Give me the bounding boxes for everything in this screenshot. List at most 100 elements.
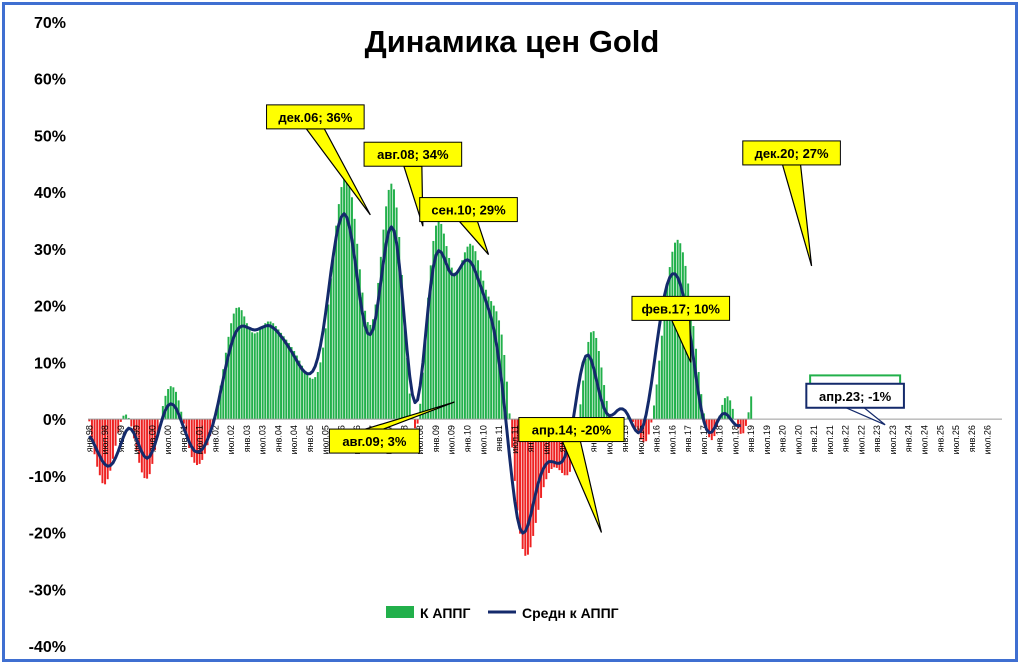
x-tick-label: июл.22 <box>856 425 866 454</box>
bar <box>251 332 254 420</box>
bar <box>206 419 209 446</box>
x-tick-label: янв.25 <box>935 425 945 452</box>
bar <box>458 267 461 420</box>
bar <box>721 404 724 420</box>
x-tick-label: янв.98 <box>84 425 94 452</box>
bar <box>353 218 356 420</box>
bar <box>542 419 545 488</box>
bar <box>140 419 143 473</box>
bar <box>744 419 747 426</box>
bar <box>371 319 374 420</box>
callout-box <box>742 140 841 166</box>
bar <box>293 351 296 420</box>
bar <box>456 272 458 420</box>
bar <box>663 310 666 420</box>
bar <box>98 419 101 476</box>
bar <box>547 419 550 473</box>
callout-box <box>419 197 518 223</box>
callout-label: дек.06; 36% <box>278 110 352 125</box>
bar <box>340 187 343 420</box>
bar <box>634 419 637 428</box>
bar <box>445 246 448 420</box>
bar <box>153 419 156 451</box>
bar <box>287 343 290 420</box>
callout-box <box>631 295 731 321</box>
bar <box>117 419 120 433</box>
bar <box>209 419 212 437</box>
x-tick-label: янв.10 <box>463 425 473 452</box>
bar <box>90 419 93 439</box>
bar <box>361 292 364 420</box>
bar <box>240 310 243 420</box>
x-tick-label: июл.08 <box>415 425 425 454</box>
bar <box>513 419 516 481</box>
bar <box>553 419 556 468</box>
x-tick-label: июл.00 <box>163 425 173 454</box>
bar <box>487 296 490 420</box>
x-tick-label: июл.20 <box>793 425 803 454</box>
bar <box>469 243 472 420</box>
bar <box>645 419 648 442</box>
bar <box>311 378 314 420</box>
bar <box>224 352 227 420</box>
x-tick-label: июл.04 <box>289 425 299 454</box>
bar <box>508 413 511 420</box>
chart-title: Динамика цен Gold <box>365 24 660 59</box>
bar <box>277 329 280 420</box>
bar <box>658 360 661 420</box>
bar <box>395 207 398 420</box>
bar <box>453 272 456 420</box>
bar <box>335 225 338 420</box>
legend-bar-label: К АППГ <box>420 605 470 621</box>
y-tick-label: 0% <box>43 412 66 429</box>
bar <box>350 197 353 420</box>
bar <box>109 419 112 471</box>
bar <box>190 419 193 458</box>
bar <box>348 182 351 420</box>
x-tick-label: янв.15 <box>620 425 630 452</box>
bar <box>285 339 288 420</box>
x-tick-label: янв.04 <box>273 425 283 452</box>
bar <box>193 419 196 463</box>
bar <box>175 391 177 420</box>
x-tick-label: июл.24 <box>920 425 930 454</box>
bar <box>345 175 348 420</box>
bar <box>448 257 451 420</box>
bar <box>303 370 306 420</box>
bar <box>177 400 180 420</box>
bar <box>674 242 676 420</box>
bar <box>222 369 225 420</box>
y-tick-label: 50% <box>34 128 66 145</box>
bar <box>122 415 125 420</box>
callout-pointer <box>458 220 490 255</box>
callout-label: авг.08; 34% <box>377 147 449 162</box>
bar <box>385 206 388 420</box>
bar <box>545 419 548 480</box>
bar <box>398 236 401 420</box>
bar <box>403 316 406 420</box>
bar <box>437 220 440 420</box>
bar <box>298 360 301 420</box>
bar <box>282 336 285 420</box>
bar <box>114 419 117 446</box>
bar <box>356 243 359 420</box>
bar <box>390 183 393 420</box>
x-tick-label: июл.15 <box>636 425 646 454</box>
bar <box>327 304 330 420</box>
bar <box>708 419 711 438</box>
bar <box>495 311 498 420</box>
bar <box>555 419 558 468</box>
y-tick-label: -10% <box>29 469 66 486</box>
bar <box>558 419 561 471</box>
bar <box>742 419 745 434</box>
x-tick-label: июл.02 <box>226 425 236 454</box>
bar <box>603 385 606 420</box>
bar <box>461 260 464 420</box>
bar <box>421 372 424 420</box>
bar <box>731 408 734 420</box>
bar <box>424 335 427 420</box>
bar <box>463 252 466 420</box>
bar <box>737 419 740 429</box>
bar <box>104 419 107 485</box>
bar <box>203 419 206 454</box>
